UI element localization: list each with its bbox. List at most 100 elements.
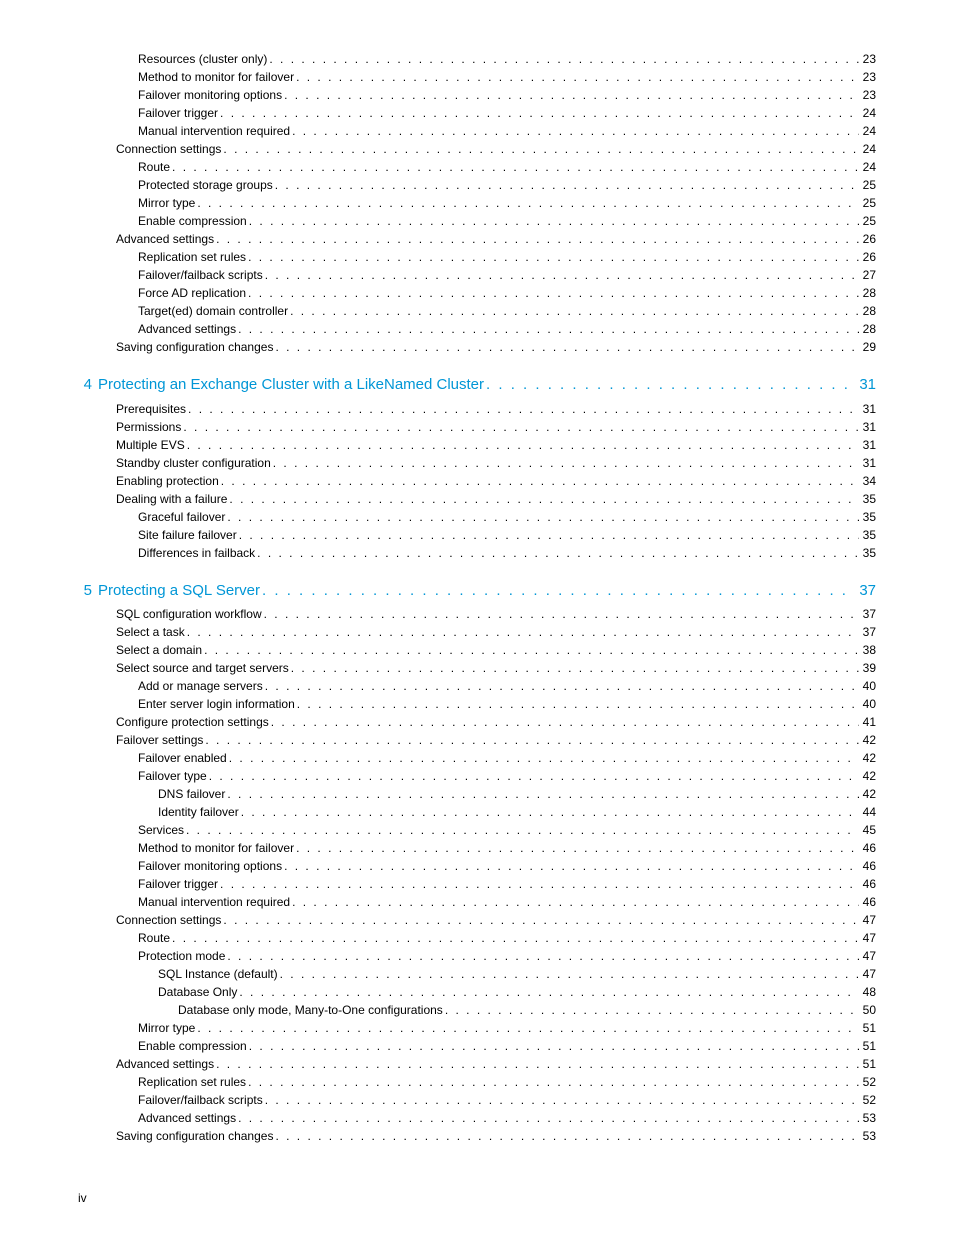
toc-entry[interactable]: SQL Instance (default)47 [78,965,876,983]
toc-page-number: 46 [859,875,876,893]
toc-entry[interactable]: DNS failover 42 [78,785,876,803]
toc-entry[interactable]: Enabling protection34 [78,472,876,490]
toc-entry[interactable]: Standby cluster configuration 31 [78,454,876,472]
toc-entry[interactable]: Manual intervention required24 [78,122,876,140]
toc-entry[interactable]: Manual intervention required46 [78,893,876,911]
toc-page-number: 53 [859,1109,876,1127]
toc-label: SQL configuration workflow [116,605,262,623]
toc-label: Multiple EVS [116,436,185,454]
toc-page-number: 35 [859,490,876,508]
toc-label: Replication set rules [138,248,246,266]
toc-entry[interactable]: Connection settings47 [78,911,876,929]
toc-entry[interactable]: Failover/failback scripts 52 [78,1091,876,1109]
toc-entry[interactable]: Failover monitoring options46 [78,857,876,875]
page-number: iv [78,1191,87,1205]
toc-page-number: 35 [859,508,876,526]
toc-entry[interactable]: Identity failover44 [78,803,876,821]
toc-label: Enable compression [138,1037,247,1055]
toc-page-number: 23 [859,86,876,104]
toc-entry[interactable]: Advanced settings53 [78,1109,876,1127]
toc-page-number: 31 [859,454,876,472]
toc-page-number: 42 [859,785,876,803]
toc-entry[interactable]: Advanced settings28 [78,320,876,338]
toc-entry[interactable]: Failover/failback scripts27 [78,266,876,284]
toc-entry[interactable]: Route24 [78,158,876,176]
toc-entry[interactable]: Target(ed) domain controller28 [78,302,876,320]
toc-label: Database only mode, Many-to-One configur… [178,1001,443,1019]
toc-entry[interactable]: Add or manage servers40 [78,677,876,695]
toc-label: Enter server login information [138,695,295,713]
toc-entry[interactable]: Failover settings42 [78,731,876,749]
toc-entry[interactable]: Database only mode, Many-to-One configur… [78,1001,876,1019]
toc-label: Resources (cluster only) [138,50,267,68]
toc-leader-dots [263,1091,859,1109]
toc-entry[interactable]: Connection settings24 [78,140,876,158]
toc-entry[interactable]: Failover trigger46 [78,875,876,893]
toc-entry[interactable]: Force AD replication28 [78,284,876,302]
toc-entry[interactable]: Select source and target servers39 [78,659,876,677]
toc-entry[interactable]: Mirror type51 [78,1019,876,1037]
toc-entry[interactable]: Failover type42 [78,767,876,785]
toc-entry[interactable]: Multiple EVS31 [78,436,876,454]
toc-leader-dots [278,965,859,983]
toc-page-number: 47 [859,947,876,965]
toc-entry[interactable]: Select a domain38 [78,641,876,659]
toc-entry[interactable]: Graceful failover35 [78,508,876,526]
toc-entry[interactable]: Replication set rules26 [78,248,876,266]
toc-entry[interactable]: Services45 [78,821,876,839]
toc-leader-dots [218,875,859,893]
toc-entry[interactable]: SQL configuration workflow37 [78,605,876,623]
toc-entry[interactable]: Failover trigger24 [78,104,876,122]
toc-page-number: 47 [859,929,876,947]
toc-entry[interactable]: Select a task37 [78,623,876,641]
toc-label: Method to monitor for failover [138,68,294,86]
toc-entry[interactable]: Database Only48 [78,983,876,1001]
toc-entry[interactable]: Replication set rules52 [78,1073,876,1091]
toc-entry[interactable]: Method to monitor for failover23 [78,68,876,86]
toc-entry[interactable]: Enter server login information40 [78,695,876,713]
toc-page-number: 34 [859,472,876,490]
toc-label: Failover/failback scripts [138,1091,263,1109]
toc-entry[interactable]: Saving configuration changes29 [78,338,876,356]
toc-leader-dots [273,176,859,194]
toc-entry[interactable]: Failover enabled42 [78,749,876,767]
toc-entry[interactable]: Enable compression51 [78,1037,876,1055]
toc-entry[interactable]: Saving configuration changes53 [78,1127,876,1145]
toc-leader-dots [290,893,859,911]
toc-entry[interactable]: Failover monitoring options23 [78,86,876,104]
toc-page-number: 27 [859,266,876,284]
toc-label: Standby cluster configuration [116,454,271,472]
toc-entry[interactable]: Prerequisites31 [78,400,876,418]
toc-entry[interactable]: Configure protection settings41 [78,713,876,731]
toc-chapter[interactable]: 5Protecting a SQL Server37 [78,580,876,603]
toc-page-number: 28 [859,302,876,320]
toc-leader-dots [221,911,858,929]
toc-entry[interactable]: Advanced settings26 [78,230,876,248]
toc-page-number: 52 [859,1091,876,1109]
toc-leader-dots [227,749,859,767]
toc-chapter[interactable]: 4Protecting an Exchange Cluster with a L… [78,374,876,397]
toc-leader-dots [239,803,859,821]
toc-entry[interactable]: Enable compression25 [78,212,876,230]
toc-entry[interactable]: Advanced settings51 [78,1055,876,1073]
toc-entry[interactable]: Protected storage groups25 [78,176,876,194]
toc-entry[interactable]: Differences in failback35 [78,544,876,562]
toc-entry[interactable]: Route47 [78,929,876,947]
toc-leader-dots [269,713,859,731]
toc-entry[interactable]: Resources (cluster only)23 [78,50,876,68]
toc-label: DNS failover [158,785,225,803]
toc-entry[interactable]: Protection mode47 [78,947,876,965]
toc-entry[interactable]: Permissions31 [78,418,876,436]
toc-leader-dots [295,695,859,713]
toc-entry[interactable]: Dealing with a failure35 [78,490,876,508]
toc-label: Saving configuration changes [116,1127,273,1145]
toc-leader-dots [282,86,859,104]
toc-leader-dots [218,104,859,122]
toc-leader-dots [289,659,859,677]
toc-label: Select a domain [116,641,202,659]
toc-page-number: 28 [859,284,876,302]
toc-entry[interactable]: Mirror type25 [78,194,876,212]
toc-entry[interactable]: Method to monitor for failover46 [78,839,876,857]
toc-label: Failover trigger [138,104,218,122]
toc-entry[interactable]: Site failure failover35 [78,526,876,544]
